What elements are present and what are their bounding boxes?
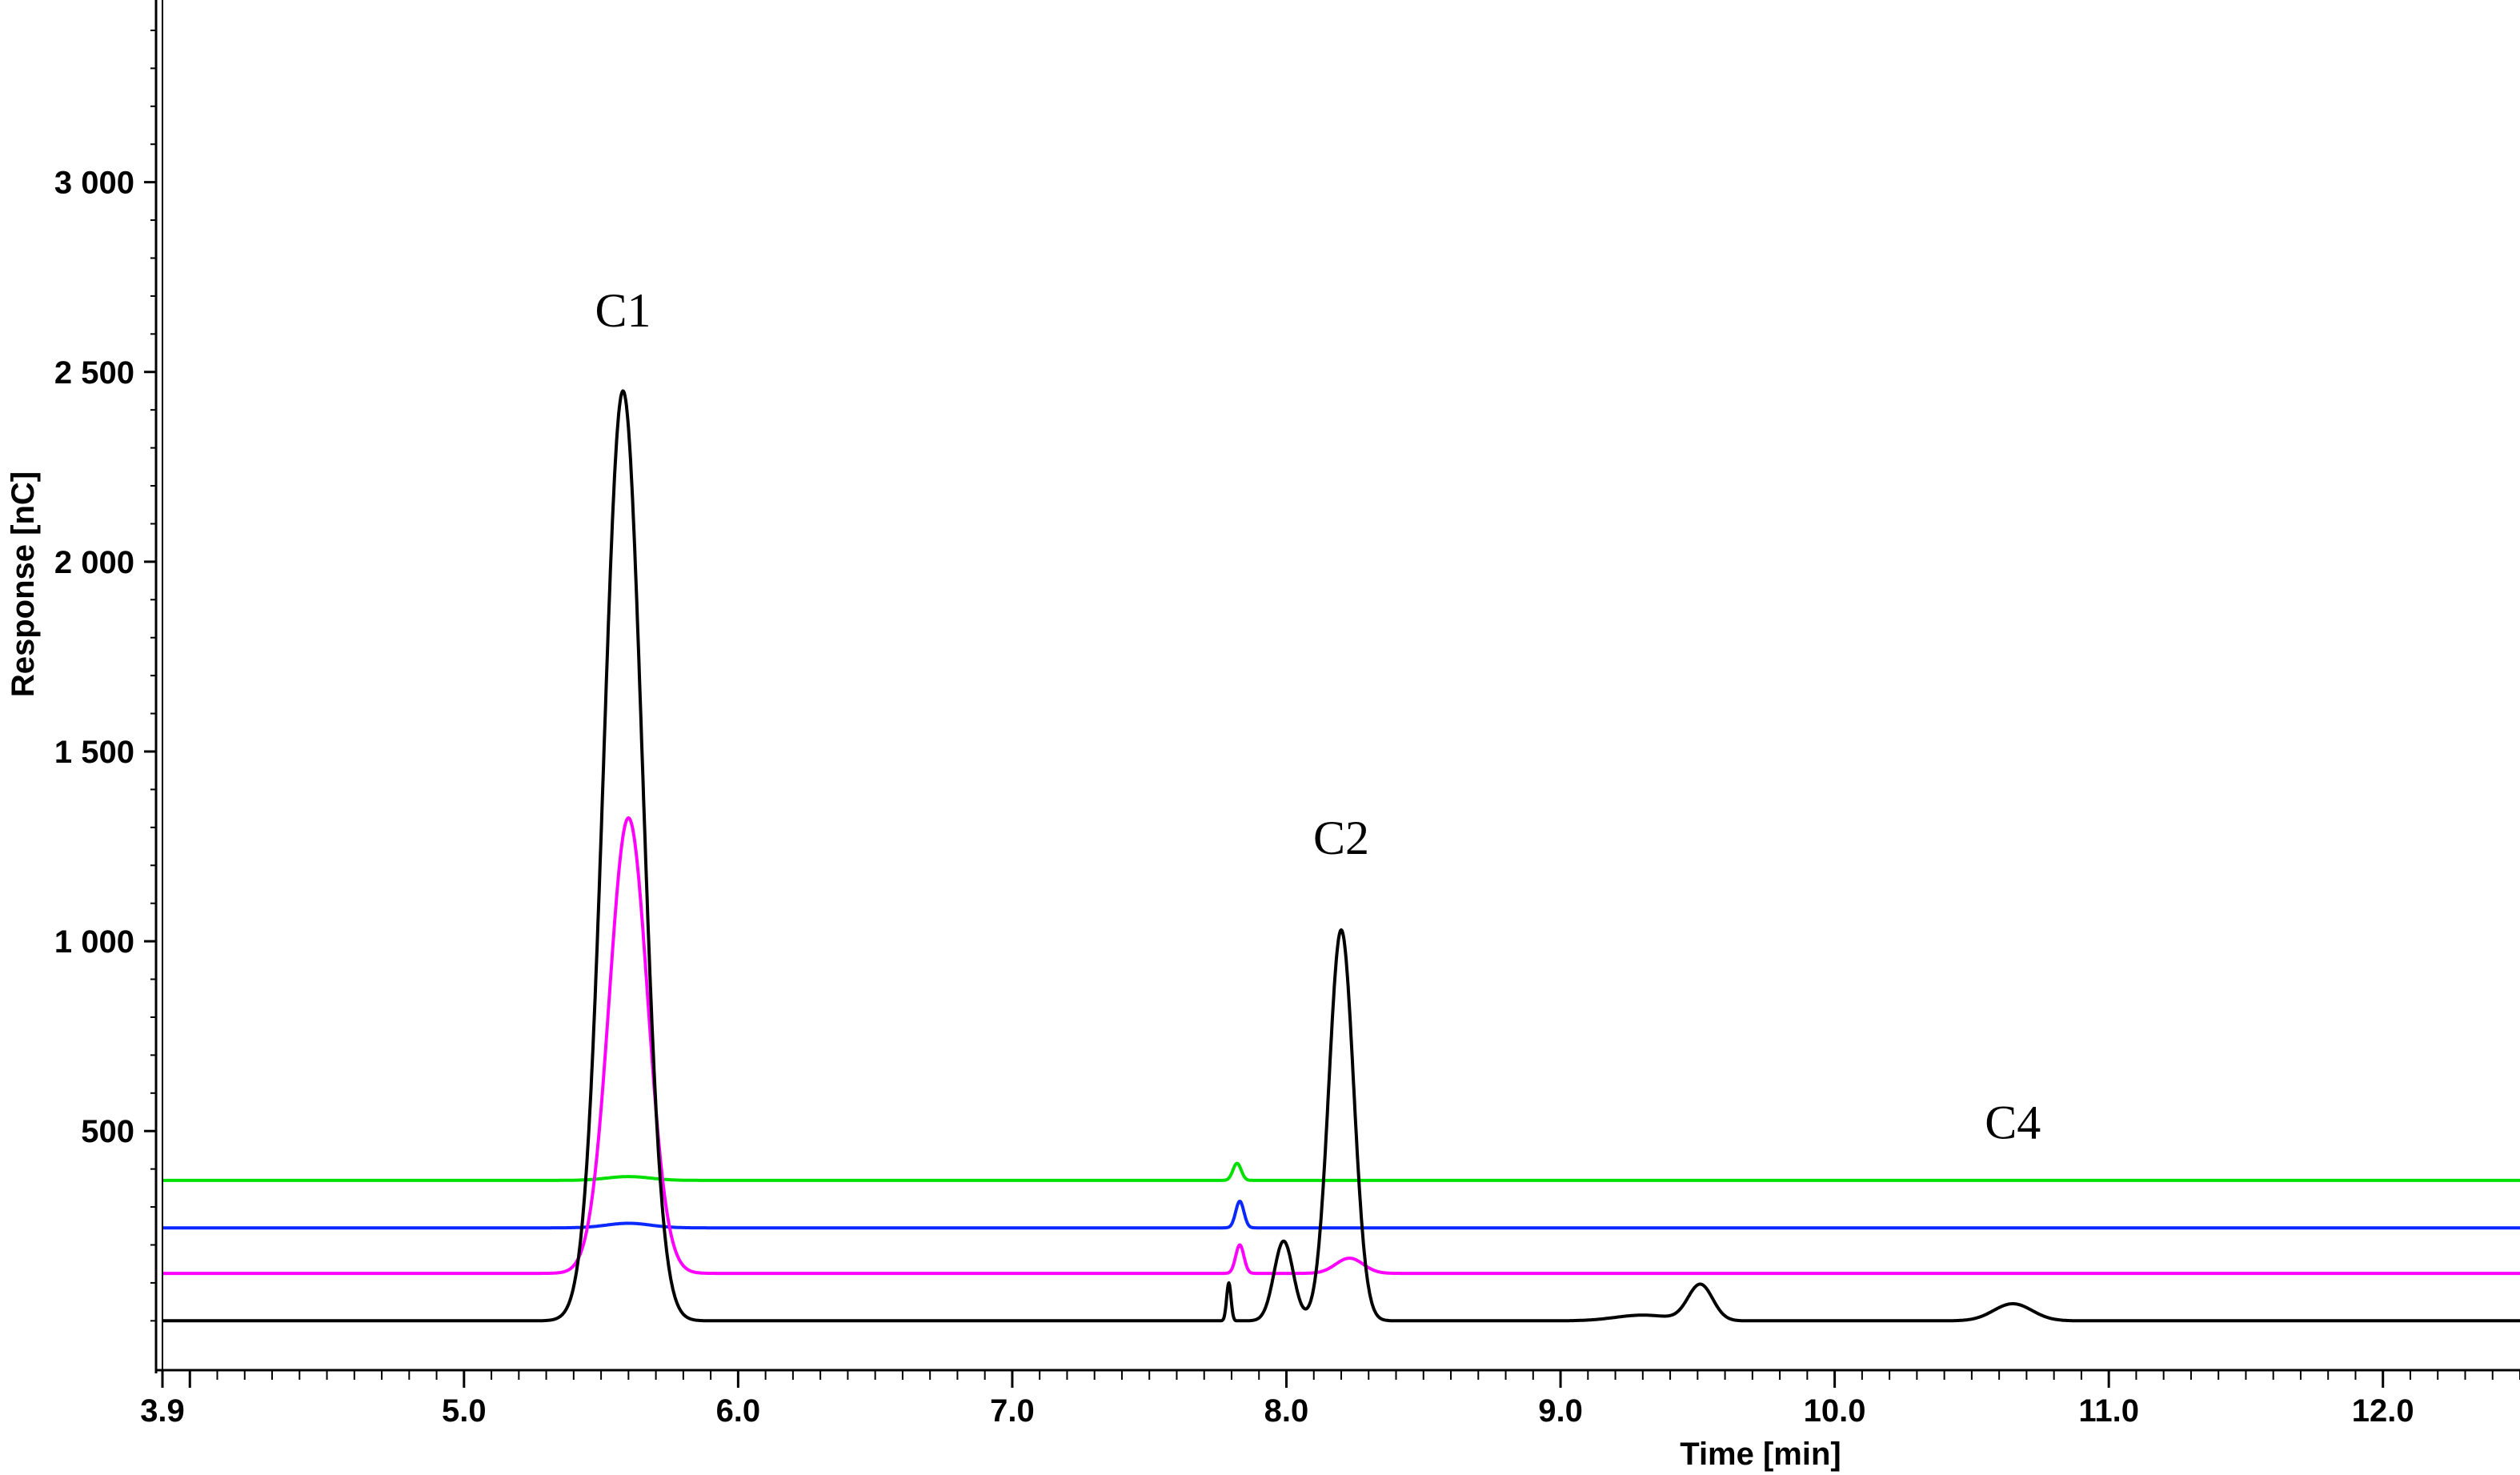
y-tick-label: 1 000 [54,924,134,960]
chromatogram-traces [161,389,2520,1323]
chart-axes [154,0,2520,1373]
x-tick-label: 9.0 [1538,1393,1583,1429]
peak-label-c1: C1 [595,284,651,337]
x-tick-label: 6.0 [716,1393,761,1429]
peak-labels: C1 C2 C4 [595,284,2041,1149]
x-tick-label: 7.0 [990,1393,1035,1429]
peak-label-c2: C2 [1313,812,1369,864]
y-tick-label: 2 000 [54,545,134,580]
x-axis-title: Time [min] [1680,1437,1841,1472]
trace-line-4 [161,389,2520,1323]
y-axis-ticks: 500 1 000 1 500 2 000 2 500 3 000 [54,29,156,1322]
x-tick-label: 3.9 [140,1393,185,1429]
trace-line-1 [161,1161,2520,1182]
x-tick-label: 8.0 [1264,1393,1309,1429]
x-tick-label: 10.0 [1804,1393,1866,1429]
y-tick-label: 1 500 [54,735,134,770]
y-tick-label: 2 500 [54,355,134,391]
trace-line-3 [161,816,2520,1276]
y-tick-label: 500 [81,1114,134,1149]
x-tick-label: 11.0 [2078,1393,2139,1429]
peak-label-c4: C4 [1985,1096,2041,1149]
y-axis-title: Response [nC] [6,471,41,697]
x-axis-ticks: 3.9 5.0 6.0 7.0 8.0 9.0 10.0 11.0 12.0 [140,1370,2520,1429]
x-tick-label: 5.0 [442,1393,487,1429]
y-tick-label: 3 000 [54,166,134,201]
x-tick-label: 12.0 [2352,1393,2414,1429]
trace-line-2 [161,1200,2520,1230]
